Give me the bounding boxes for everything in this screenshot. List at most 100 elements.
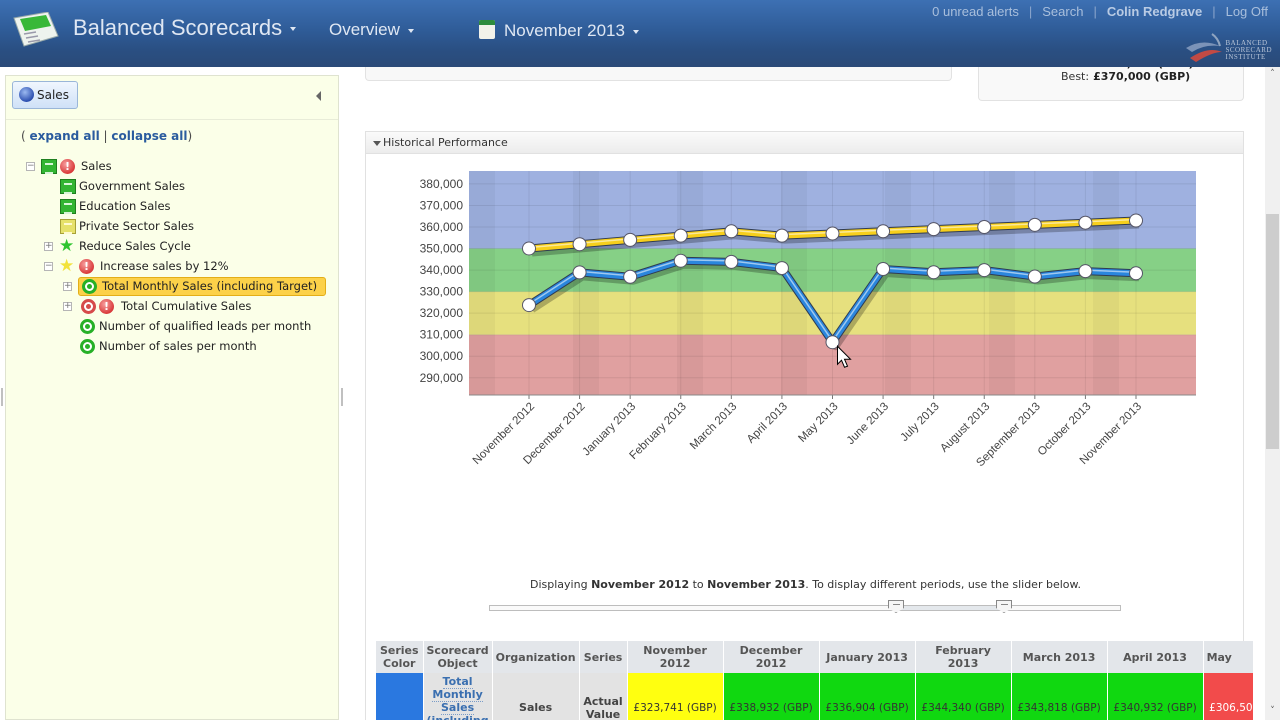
data-point[interactable] [1027, 269, 1042, 284]
tree-item-total-cumulative-sales[interactable]: + ! Total Cumulative Sales [63, 298, 252, 314]
table-header-row: Series Color Scorecard Object Organization… [376, 641, 1254, 673]
gauge-panel [365, 67, 952, 81]
alerts-link[interactable]: 0 unread alerts [932, 4, 1019, 19]
organization-cell: Sales [492, 673, 580, 720]
data-point[interactable] [825, 335, 840, 350]
historical-performance-header[interactable]: Historical Performance [366, 132, 1243, 154]
data-point[interactable] [673, 228, 688, 243]
tree-item-education-sales[interactable]: Education Sales [60, 196, 171, 216]
organization-label: Sales [37, 88, 69, 102]
scorecard-logo-icon [13, 12, 59, 47]
value-cell: £344,340 (GBP) [915, 673, 1012, 720]
expand-toggle[interactable]: + [44, 240, 53, 251]
data-point[interactable] [522, 241, 536, 256]
data-point[interactable] [623, 232, 638, 247]
band-yellow [469, 291, 1196, 335]
x-axis-label: August 2013 [938, 401, 992, 455]
scorecard-yellow-icon [60, 218, 76, 234]
app-title-dropdown[interactable]: Balanced Scorecards [73, 15, 297, 41]
tree-item-increase-sales[interactable]: − ★ ! Increase sales by 12% [44, 255, 229, 276]
tree-item-private-sector-sales[interactable]: Private Sector Sales [60, 216, 194, 236]
data-point[interactable] [825, 226, 840, 241]
column-header: Scorecard Object [423, 641, 493, 673]
scroll-down-icon[interactable]: ˅ [1270, 706, 1275, 716]
period-slider-start-handle[interactable] [888, 600, 904, 613]
period-dropdown[interactable]: November 2013 [479, 20, 639, 41]
data-point[interactable] [977, 263, 992, 278]
search-link[interactable]: Search [1042, 4, 1084, 19]
alert-icon: ! [99, 298, 114, 314]
tree-item-total-monthly-sales[interactable]: + Total Monthly Sales (including Target) [63, 276, 327, 296]
period-slider-end-handle[interactable] [996, 600, 1012, 613]
historical-performance-section: Historical Performance 290,000 300,000 310… [365, 131, 1254, 720]
column-header: April 2013 [1107, 641, 1204, 673]
data-point[interactable] [522, 298, 536, 313]
scroll-up-icon[interactable]: ˄ [1270, 69, 1275, 79]
data-point[interactable] [926, 222, 941, 237]
column-header: May [1203, 641, 1254, 673]
display-range-text: Displaying November 2012 to November 201… [530, 578, 1081, 591]
left-splitter-handle[interactable] [1, 388, 3, 406]
historical-performance-chart[interactable]: 290,000 300,000 310,000 320,000 330,000 340,0… [366, 132, 1245, 572]
data-point[interactable] [572, 237, 587, 252]
data-point[interactable] [724, 224, 739, 239]
data-point[interactable] [572, 265, 587, 280]
overview-dropdown[interactable]: Overview [329, 20, 414, 40]
chevron-down-icon [290, 27, 297, 32]
data-point[interactable] [724, 254, 739, 269]
collapse-toggle[interactable]: − [44, 260, 53, 271]
data-point[interactable] [774, 228, 789, 243]
target-green-icon [82, 278, 97, 294]
tree-item-reduce-sales-cycle[interactable]: + ★ Reduce Sales Cycle [44, 235, 191, 256]
data-point[interactable] [1027, 217, 1042, 232]
collapse-all-link[interactable]: collapse all [111, 129, 188, 143]
tree-item-sales-per-month[interactable]: Number of sales per month [80, 336, 257, 356]
scorecard-green-icon [60, 178, 76, 194]
data-point[interactable] [876, 262, 891, 276]
bsi-logo-text: BALANCED SCORECARD INSTITUTE [1225, 39, 1272, 61]
collapse-toggle[interactable]: − [26, 160, 35, 171]
svg-text:380,000: 380,000 [420, 177, 464, 191]
data-point[interactable] [623, 269, 638, 284]
organization-button[interactable]: Sales [12, 81, 78, 109]
data-point[interactable] [774, 261, 789, 276]
logoff-link[interactable]: Log Off [1225, 4, 1268, 19]
period-slider-track[interactable] [489, 605, 1121, 611]
column-header: November 2012 [627, 641, 724, 673]
value-cell: £336,904 (GBP) [819, 673, 916, 720]
expand-toggle[interactable]: + [63, 280, 72, 291]
scorecard-green-icon [60, 198, 76, 214]
series-data-table: Series Color Scorecard Object Organization… [376, 641, 1254, 720]
scrollbar-thumb[interactable] [1266, 214, 1279, 449]
svg-text:340,000: 340,000 [420, 263, 464, 277]
value-cell: £340,932 (GBP) [1107, 673, 1204, 720]
tree-item-sales[interactable]: − ! Sales [26, 158, 112, 174]
data-point[interactable] [1078, 264, 1093, 279]
data-point[interactable] [1129, 266, 1143, 281]
data-point[interactable] [673, 253, 688, 268]
data-point[interactable] [926, 265, 941, 280]
vertical-scrollbar[interactable]: ˄ ˅ [1265, 67, 1280, 720]
value-cell: £323,741 (GBP) [627, 673, 724, 720]
target-red-icon [81, 298, 96, 314]
alert-icon: ! [60, 158, 75, 174]
mouse-cursor-icon [837, 345, 852, 368]
data-point[interactable] [977, 220, 992, 234]
column-header: March 2013 [1011, 641, 1108, 673]
collapse-panel-icon[interactable] [316, 91, 321, 101]
series-cell: Actual Value [579, 673, 628, 720]
left-panel-header: Sales [6, 76, 338, 120]
data-point[interactable] [876, 224, 891, 239]
data-point[interactable] [1078, 215, 1093, 230]
panel-splitter-handle[interactable] [341, 388, 343, 406]
expand-all-link[interactable]: expand all [29, 129, 100, 143]
tree-item-qualified-leads[interactable]: Number of qualified leads per month [80, 316, 311, 336]
x-axis-label: May 2013 [796, 401, 840, 445]
svg-text:320,000: 320,000 [420, 306, 464, 320]
user-name-link[interactable]: Colin Redgrave [1106, 4, 1203, 19]
data-point[interactable] [1129, 213, 1143, 228]
overview-label: Overview [329, 20, 400, 39]
expand-toggle[interactable]: + [63, 300, 72, 311]
tree-item-government-sales[interactable]: Government Sales [60, 176, 185, 196]
